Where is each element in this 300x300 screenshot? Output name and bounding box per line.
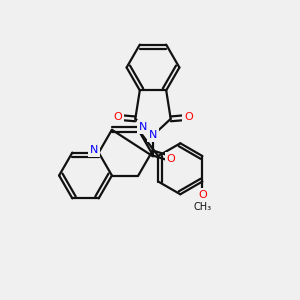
Text: O: O xyxy=(113,112,122,122)
Text: O: O xyxy=(198,190,207,200)
Text: O: O xyxy=(167,154,176,164)
Text: N: N xyxy=(139,122,147,132)
Text: O: O xyxy=(184,112,193,122)
Text: N: N xyxy=(90,145,98,154)
Text: N: N xyxy=(149,130,157,140)
Text: CH₃: CH₃ xyxy=(193,202,212,212)
